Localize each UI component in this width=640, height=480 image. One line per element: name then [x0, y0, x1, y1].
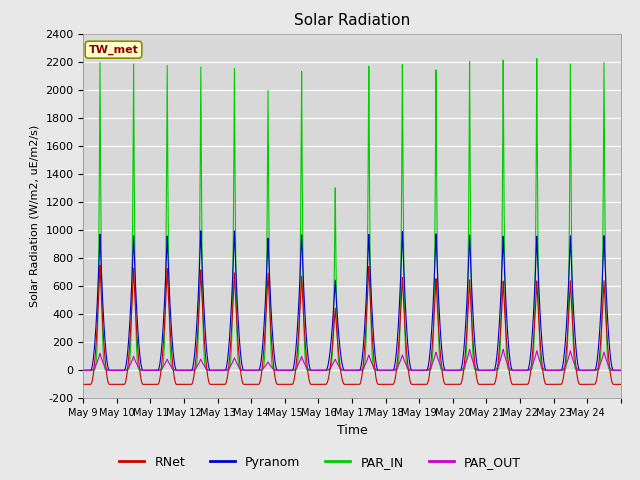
Line: RNet: RNet: [83, 265, 621, 384]
PAR_OUT: [526, 366, 534, 372]
RNet: [500, 282, 508, 288]
Y-axis label: Solar Radiation (W/m2, uE/m2/s): Solar Radiation (W/m2, uE/m2/s): [29, 125, 40, 307]
Text: TW_met: TW_met: [88, 45, 138, 55]
Pyranom: [79, 368, 87, 373]
PAR_IN: [79, 368, 87, 373]
RNet: [96, 263, 104, 268]
PAR_IN: [540, 368, 547, 373]
PAR_IN: [372, 368, 380, 373]
PAR_IN: [533, 56, 541, 61]
X-axis label: Time: Time: [337, 424, 367, 437]
Pyranom: [540, 358, 547, 363]
Pyranom: [191, 351, 198, 357]
PAR_OUT: [617, 368, 625, 373]
Legend: RNet, Pyranom, PAR_IN, PAR_OUT: RNet, Pyranom, PAR_IN, PAR_OUT: [115, 451, 525, 474]
RNet: [191, 367, 198, 372]
RNet: [401, 320, 408, 325]
PAR_OUT: [499, 347, 507, 352]
Pyranom: [401, 287, 408, 293]
Title: Solar Radiation: Solar Radiation: [294, 13, 410, 28]
Line: PAR_IN: PAR_IN: [83, 59, 621, 371]
RNet: [540, 374, 547, 380]
PAR_OUT: [79, 368, 87, 373]
Line: Pyranom: Pyranom: [83, 231, 621, 371]
PAR_OUT: [500, 348, 508, 353]
Line: PAR_OUT: PAR_OUT: [83, 349, 621, 371]
PAR_OUT: [372, 366, 380, 372]
Pyranom: [526, 359, 534, 364]
RNet: [79, 382, 87, 387]
Pyranom: [617, 368, 625, 373]
PAR_IN: [401, 312, 408, 318]
RNet: [372, 374, 380, 380]
Pyranom: [500, 239, 508, 244]
PAR_IN: [526, 368, 534, 373]
PAR_OUT: [401, 359, 408, 364]
RNet: [526, 375, 534, 381]
RNet: [617, 382, 625, 387]
Pyranom: [197, 228, 205, 234]
PAR_IN: [499, 71, 507, 76]
PAR_IN: [617, 368, 625, 373]
PAR_OUT: [191, 366, 198, 372]
PAR_IN: [191, 367, 198, 373]
PAR_OUT: [540, 366, 547, 372]
Pyranom: [372, 359, 380, 365]
